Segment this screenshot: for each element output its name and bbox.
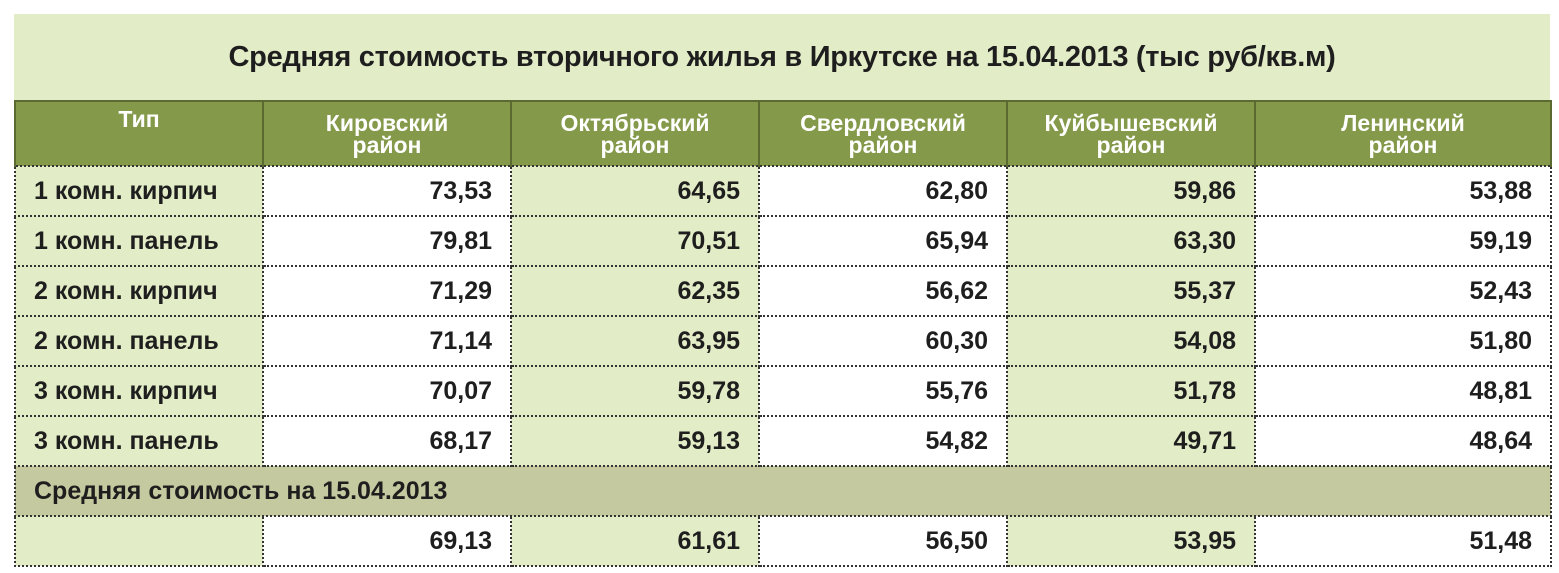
price-cell: 54,08 (1006, 315, 1256, 367)
price-cell: 49,71 (1006, 415, 1256, 467)
price-cell: 56,50 (758, 515, 1008, 567)
column-header-line2: район (352, 131, 422, 158)
table-row: 2 комн. панель 71,14 63,95 60,30 54,08 51,80 (14, 315, 1552, 367)
row-type-cell: 3 комн. панель (14, 415, 264, 467)
price-cell: 51,78 (1006, 365, 1256, 417)
price-cell: 59,78 (510, 365, 760, 417)
column-header-line1: Октябрьский (560, 109, 710, 136)
price-cell: 56,62 (758, 265, 1008, 317)
price-cell: 51,80 (1254, 315, 1552, 367)
column-header: Свердловский район (758, 100, 1008, 166)
price-cell: 59,19 (1254, 215, 1552, 267)
table-row: 3 комн. кирпич 70,07 59,78 55,76 51,78 48,81 (14, 365, 1552, 417)
summary-label-row: Средняя стоимость на 15.04.2013 (14, 465, 1552, 517)
price-cell: 59,86 (1006, 165, 1256, 217)
row-type-cell: 2 комн. панель (14, 315, 264, 367)
price-cell: 79,81 (262, 215, 512, 267)
row-type-cell: 1 комн. панель (14, 215, 264, 267)
column-header-line2: район (1368, 131, 1438, 158)
table-row: 1 комн. кирпич 73,53 64,65 62,80 59,86 53,88 (14, 165, 1552, 217)
column-header-line1: Свердловский (800, 109, 966, 136)
table-row: 1 комн. панель 79,81 70,51 65,94 63,30 59,19 (14, 215, 1552, 267)
column-header: Ленинский район (1254, 100, 1552, 166)
column-header-line2: район (600, 131, 670, 158)
column-header-line1: Тип (118, 106, 160, 132)
price-cell: 64,65 (510, 165, 760, 217)
row-type-cell (14, 515, 264, 567)
header-row: Тип Кировский район Октябрьский район Свердло… (14, 100, 1552, 166)
price-cell: 69,13 (262, 515, 512, 567)
price-cell: 68,17 (262, 415, 512, 467)
price-cell: 73,53 (262, 165, 512, 217)
table-row: 69,13 61,61 56,50 53,95 51,48 (14, 515, 1552, 567)
price-cell: 71,29 (262, 265, 512, 317)
column-header: Октябрьский район (510, 100, 760, 166)
row-type-cell: 3 комн. кирпич (14, 365, 264, 417)
column-header-line1: Ленинский (1341, 109, 1465, 136)
price-cell: 62,35 (510, 265, 760, 317)
price-cell: 53,88 (1254, 165, 1552, 217)
price-cell: 55,76 (758, 365, 1008, 417)
price-cell: 52,43 (1254, 265, 1552, 317)
table-row: 3 комн. панель 68,17 59,13 54,82 49,71 48,64 (14, 415, 1552, 467)
price-table: Тип Кировский район Октябрьский район Свердло… (14, 100, 1552, 567)
price-cell: 62,80 (758, 165, 1008, 217)
table-title: Средняя стоимость вторичного жилья в Ирк… (14, 14, 1550, 100)
column-header: Кировский район (262, 100, 512, 166)
price-cell: 63,95 (510, 315, 760, 367)
price-cell: 70,07 (262, 365, 512, 417)
price-cell: 48,81 (1254, 365, 1552, 417)
price-cell: 60,30 (758, 315, 1008, 367)
price-cell: 48,64 (1254, 415, 1552, 467)
price-cell: 65,94 (758, 215, 1008, 267)
price-cell: 59,13 (510, 415, 760, 467)
price-cell: 51,48 (1254, 515, 1552, 567)
column-header-line2: район (1096, 131, 1166, 158)
column-header-line1: Куйбышевский (1044, 109, 1218, 136)
table-row: 2 комн. кирпич 71,29 62,35 56,62 55,37 52,43 (14, 265, 1552, 317)
column-header: Куйбышевский район (1006, 100, 1256, 166)
price-cell: 71,14 (262, 315, 512, 367)
price-cell: 55,37 (1006, 265, 1256, 317)
row-type-cell: 1 комн. кирпич (14, 165, 264, 217)
price-cell: 61,61 (510, 515, 760, 567)
price-cell: 70,51 (510, 215, 760, 267)
column-header-line2: район (848, 131, 918, 158)
row-type-cell: 2 комн. кирпич (14, 265, 264, 317)
price-cell: 54,82 (758, 415, 1008, 467)
price-cell: 53,95 (1006, 515, 1256, 567)
price-cell: 63,30 (1006, 215, 1256, 267)
column-header-line1: Кировский (325, 109, 449, 136)
summary-label: Средняя стоимость на 15.04.2013 (14, 465, 1552, 517)
column-header: Тип (14, 100, 264, 166)
price-table-container: Средняя стоимость вторичного жилья в Ирк… (14, 14, 1552, 567)
